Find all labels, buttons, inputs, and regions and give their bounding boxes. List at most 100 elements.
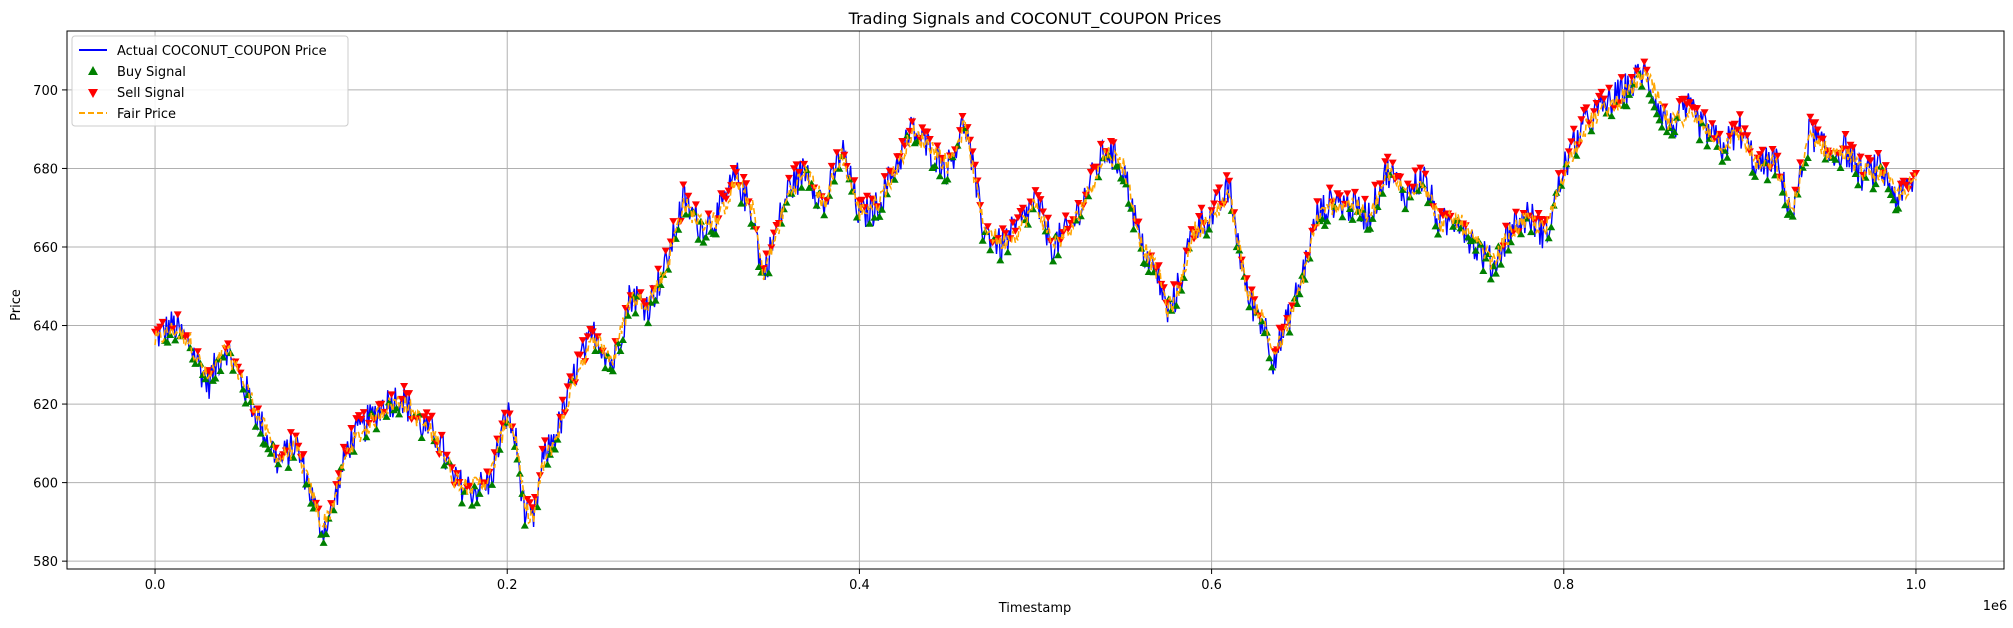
sell-signal-marker [1730, 120, 1739, 128]
sell-signal-marker [1912, 170, 1920, 177]
buy-signal-marker [1285, 328, 1294, 336]
buy-signal-marker [1821, 155, 1830, 163]
sell-signal-marker [732, 169, 741, 177]
buy-signal-marker [1504, 246, 1513, 254]
sell-signal-marker [525, 499, 534, 507]
buy-signal-marker [395, 410, 404, 418]
buy-signal-marker [1703, 142, 1712, 150]
sell-signal-marker [840, 151, 849, 159]
buy-signal-marker [830, 177, 839, 185]
sell-signal-marker [759, 265, 768, 273]
buy-signal-marker [1378, 189, 1387, 197]
buy-signal-marker [1894, 204, 1903, 212]
sell-signal-marker [684, 192, 693, 200]
y-tick-label: 640 [33, 320, 58, 335]
sell-signal-marker [528, 504, 537, 512]
sell-signal-marker [1874, 150, 1883, 157]
sell-signal-marker [1154, 262, 1163, 270]
buy-signal-marker [1544, 234, 1553, 242]
buy-signal-marker [211, 374, 220, 382]
sell-signal-marker [1371, 181, 1380, 189]
buy-signal-marker [1124, 199, 1133, 207]
legend-buy-signal-swatch [88, 66, 98, 75]
sell-signal-marker [621, 305, 630, 312]
buy-signal-marker [1318, 215, 1327, 223]
sell-signal-marker [1901, 181, 1910, 189]
sell-signal-marker [868, 195, 876, 203]
sell-signal-marker [1660, 103, 1669, 111]
sell-signal-marker [1096, 140, 1105, 148]
sell-signal-marker [933, 142, 942, 150]
buy-signal-marker [702, 233, 710, 241]
buy-signal-marker [764, 269, 773, 277]
sell-signal-marker [156, 323, 165, 331]
sell-signal-marker [898, 138, 907, 145]
sell-signal-marker [1361, 195, 1369, 203]
sell-signal-marker [1600, 95, 1608, 103]
sell-signal-marker [359, 409, 368, 417]
buy-signal-marker [978, 236, 987, 244]
buy-signal-marker [1587, 127, 1596, 135]
buy-signal-marker [1527, 228, 1536, 236]
sell-signal-marker [1036, 196, 1045, 204]
sell-signal-marker [291, 432, 300, 440]
buy-signal-marker [1763, 176, 1772, 184]
sell-signal-marker [958, 113, 967, 120]
buy-signal-marker [1517, 230, 1525, 238]
sell-signal-marker [1693, 105, 1702, 113]
buy-signal-marker [631, 309, 640, 317]
y-tick-label: 660 [33, 241, 58, 256]
buy-signal-marker [1202, 231, 1211, 239]
y-tick-label: 580 [33, 555, 58, 570]
sell-signal-marker [254, 405, 263, 413]
sell-signal-marker [729, 165, 738, 172]
sell-signal-marker [1109, 139, 1118, 147]
buy-signal-marker [616, 347, 625, 354]
buy-signal-marker [473, 499, 481, 507]
y-tick-label: 680 [33, 162, 58, 177]
buy-signal-marker [201, 375, 210, 383]
sell-signal-marker [1564, 148, 1573, 156]
buy-signal-marker [1698, 119, 1707, 127]
sell-signal-marker [1059, 229, 1068, 237]
buy-signal-marker [475, 489, 484, 497]
sell-signal-marker [1288, 302, 1297, 310]
buy-signal-marker [1295, 290, 1304, 298]
x-tick-label: 0.0 [145, 578, 166, 593]
sell-signal-marker [1627, 74, 1636, 81]
buy-signal-marker [930, 162, 939, 169]
sell-signal-marker [1841, 131, 1850, 138]
sell-signal-marker [1733, 126, 1742, 134]
buy-signal-marker [1469, 235, 1478, 243]
buy-signal-marker [805, 183, 814, 191]
buy-signal-marker [757, 268, 766, 276]
buy-signal-marker [1778, 188, 1787, 196]
sell-signal-marker [193, 348, 202, 356]
legend-box [71, 35, 349, 127]
sell-signal-marker [1813, 126, 1822, 134]
buy-signal-marker [457, 499, 466, 507]
buy-signal-marker [608, 367, 617, 375]
buy-signal-marker [1652, 110, 1661, 118]
sell-signal-marker [1388, 159, 1397, 167]
buy-signal-marker [1368, 214, 1377, 222]
sell-signal-marker [1421, 170, 1430, 178]
sell-signal-marker [1403, 180, 1412, 188]
fair-price-line [154, 68, 1917, 529]
buy-signal-marker [470, 482, 479, 490]
sell-signal-marker [1605, 84, 1614, 92]
sell-signal-marker [1174, 282, 1183, 290]
buy-signal-marker [1657, 123, 1666, 131]
buy-signal-marker [520, 521, 529, 529]
sell-signal-marker [578, 337, 587, 345]
buy-signal-marker [624, 311, 632, 319]
sell-signal-marker [1008, 219, 1017, 227]
sell-signal-marker [1446, 212, 1455, 220]
sell-signal-marker [1632, 67, 1641, 75]
buy-signal-marker [1496, 260, 1505, 268]
sell-signal-marker [1567, 138, 1576, 146]
sell-signal-marker [1818, 135, 1827, 143]
sell-signal-marker [863, 192, 871, 200]
buy-signal-marker [1177, 286, 1186, 294]
buy-signal-marker [865, 219, 874, 227]
